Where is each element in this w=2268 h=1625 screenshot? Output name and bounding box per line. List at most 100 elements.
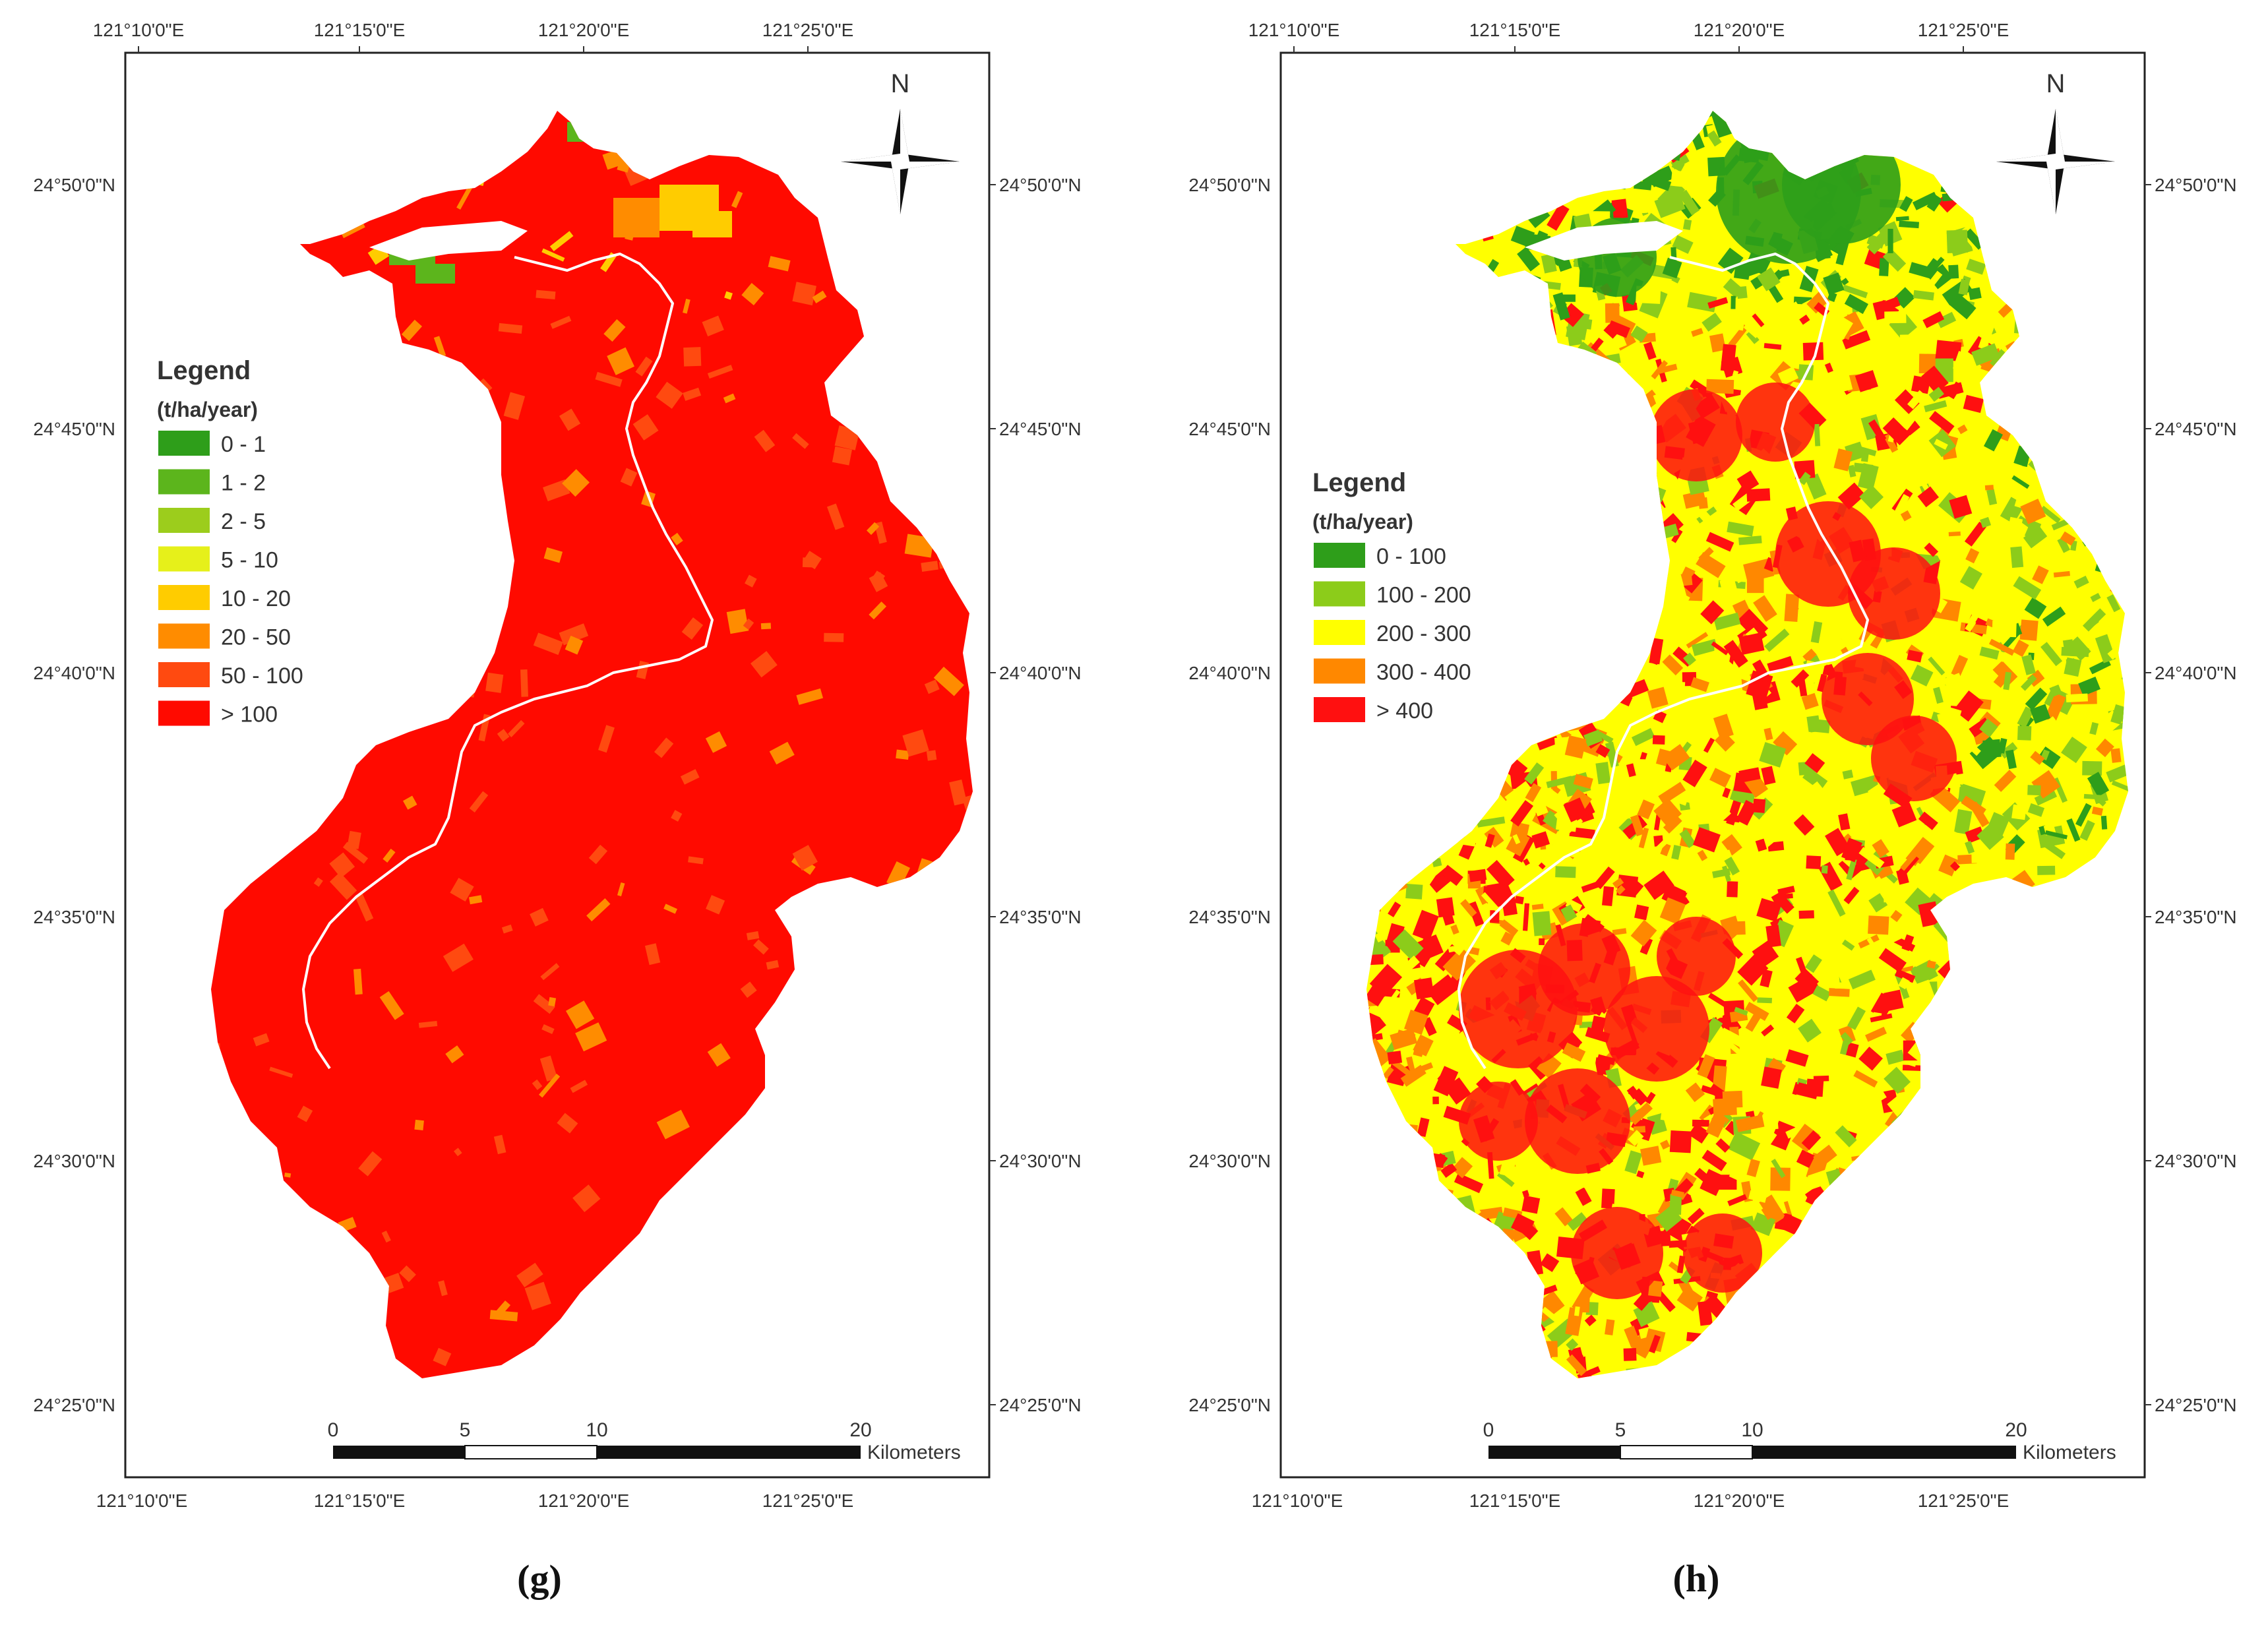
- right-tick-label: 24°40'0"N: [2155, 663, 2237, 683]
- legend: Legend (t/ha/year) 0 - 100 100 - 200 200 - 3…: [1312, 468, 1471, 723]
- north-label: N: [891, 69, 910, 98]
- top-tick-label: 121°25'0"E: [1918, 20, 2009, 40]
- left-tick-label: 24°25'0"N: [33, 1395, 115, 1415]
- legend-class-label: 20 - 50: [221, 625, 291, 650]
- right-tick-label: 24°25'0"N: [2155, 1395, 2237, 1415]
- legend-class-label: 300 - 400: [1376, 660, 1471, 685]
- basin-area: [211, 111, 973, 1378]
- right-tick-label: 24°50'0"N: [999, 175, 1082, 195]
- legend: Legend (t/ha/year) 0 - 1 1 - 2 2 - 5 5 - 10 10…: [157, 356, 303, 727]
- bottom-tick-label: 121°10'0"E: [96, 1490, 188, 1511]
- scale-label: 5: [460, 1419, 471, 1441]
- top-tick-label: 121°15'0"E: [314, 20, 406, 40]
- left-tick-label: 24°25'0"N: [1188, 1395, 1271, 1415]
- scale-label: 20: [849, 1419, 871, 1441]
- top-tick-label: 121°10'0"E: [1248, 20, 1340, 40]
- legend-unit: (t/ha/year): [1312, 510, 1413, 534]
- legend-swatch: [158, 546, 210, 572]
- right-tick-label: 24°45'0"N: [2155, 419, 2237, 439]
- estuary: [369, 221, 528, 261]
- legend-swatch: [1314, 543, 1365, 568]
- scale-label: 5: [1615, 1419, 1626, 1441]
- north-arrow: [841, 109, 960, 214]
- top-tick-label: 121°10'0"E: [93, 20, 185, 40]
- north-arrow: [1996, 109, 2115, 214]
- left-tick-label: 24°45'0"N: [33, 419, 115, 439]
- left-tick-label: 24°35'0"N: [1188, 907, 1271, 927]
- legend-class-label: > 100: [221, 702, 278, 727]
- legend-class-label: 2 - 5: [221, 509, 266, 534]
- bottom-tick-label: 121°20'0"E: [538, 1490, 630, 1511]
- legend-swatch: [158, 700, 210, 726]
- legend-swatch: [158, 469, 210, 495]
- right-tick-label: 24°45'0"N: [999, 419, 1082, 439]
- scale-label: 10: [1741, 1419, 1763, 1441]
- scale-unit: Kilometers: [867, 1442, 961, 1463]
- left-tick-label: 24°30'0"N: [33, 1151, 115, 1171]
- right-tick-label: 24°35'0"N: [2155, 907, 2237, 927]
- left-tick-label: 24°50'0"N: [33, 175, 115, 195]
- left-tick-label: 24°30'0"N: [1188, 1151, 1271, 1171]
- bottom-tick-label: 121°20'0"E: [1694, 1490, 1785, 1511]
- left-tick-label: 24°40'0"N: [33, 663, 115, 683]
- legend-swatch: [158, 662, 210, 687]
- legend-class-label: 1 - 2: [221, 471, 266, 496]
- legend-title: Legend: [157, 356, 251, 385]
- legend-swatch: [1314, 581, 1365, 607]
- bottom-tick-label: 121°25'0"E: [1918, 1490, 2009, 1511]
- top-tick-label: 121°15'0"E: [1469, 20, 1561, 40]
- legend-class-label: 100 - 200: [1376, 583, 1471, 608]
- legend-swatch: [158, 585, 210, 610]
- left-tick-label: 24°35'0"N: [33, 907, 115, 927]
- legend-swatch: [1314, 697, 1365, 722]
- bottom-tick-label: 121°10'0"E: [1252, 1490, 1343, 1511]
- north-label: N: [2046, 69, 2066, 98]
- legend-class-label: 50 - 100: [221, 663, 303, 689]
- legend-swatch: [1314, 658, 1365, 684]
- legend-title: Legend: [1312, 468, 1406, 497]
- legend-swatch: [158, 508, 210, 533]
- legend-swatch: [158, 623, 210, 649]
- estuary: [1525, 221, 1683, 261]
- scale-label: 10: [586, 1419, 607, 1441]
- right-tick-label: 24°40'0"N: [999, 663, 1082, 683]
- river-line: [1457, 253, 1869, 1070]
- left-tick-label: 24°45'0"N: [1188, 419, 1271, 439]
- left-tick-label: 24°50'0"N: [1188, 175, 1271, 195]
- legend-class-label: > 400: [1376, 698, 1433, 723]
- right-tick-label: 24°35'0"N: [999, 907, 1082, 927]
- legend-unit: (t/ha/year): [157, 398, 258, 421]
- legend-swatch: [1314, 620, 1365, 645]
- legend-class-label: 0 - 100: [1376, 544, 1446, 569]
- scale-unit: Kilometers: [2023, 1442, 2116, 1463]
- top-tick-label: 121°20'0"E: [538, 20, 630, 40]
- legend-class-label: 10 - 20: [221, 586, 291, 611]
- bottom-tick-label: 121°15'0"E: [1469, 1490, 1561, 1511]
- legend-class-label: 0 - 1: [221, 432, 266, 457]
- right-tick-label: 24°30'0"N: [2155, 1151, 2237, 1171]
- bottom-tick-label: 121°25'0"E: [762, 1490, 854, 1511]
- right-tick-label: 24°30'0"N: [999, 1151, 1082, 1171]
- legend-swatch: [158, 431, 210, 456]
- right-tick-label: 24°25'0"N: [999, 1395, 1082, 1415]
- river-line: [302, 253, 714, 1070]
- left-tick-label: 24°40'0"N: [1188, 663, 1271, 683]
- top-tick-label: 121°20'0"E: [1694, 20, 1785, 40]
- top-tick-label: 121°25'0"E: [762, 20, 854, 40]
- scale-label: 20: [2005, 1419, 2027, 1441]
- map-frame: [124, 51, 991, 1479]
- right-tick-label: 24°50'0"N: [2155, 175, 2237, 195]
- scale-label: 0: [328, 1419, 339, 1441]
- legend-class-label: 5 - 10: [221, 548, 278, 573]
- scale-label: 0: [1483, 1419, 1494, 1441]
- legend-class-label: 200 - 300: [1376, 621, 1471, 646]
- panel-label-g: (g): [517, 1557, 562, 1600]
- bottom-tick-label: 121°15'0"E: [314, 1490, 406, 1511]
- panel-label-h: (h): [1672, 1557, 1720, 1600]
- map-frame: [1279, 51, 2146, 1479]
